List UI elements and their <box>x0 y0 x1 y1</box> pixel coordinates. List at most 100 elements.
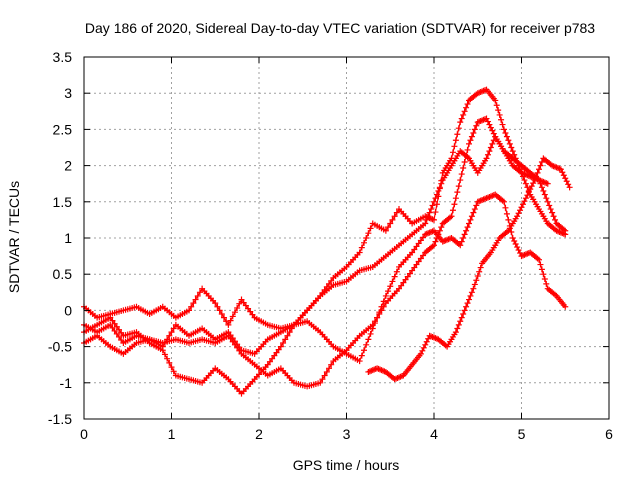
interpolated-marker <box>361 347 367 354</box>
interpolated-marker <box>420 234 427 241</box>
interpolated-marker <box>404 273 411 280</box>
interpolated-marker <box>538 184 545 191</box>
data-point-marker <box>431 198 437 205</box>
interpolated-marker <box>282 336 289 343</box>
interpolated-marker <box>245 305 252 312</box>
interpolated-marker <box>502 204 509 211</box>
interpolated-marker <box>419 347 426 354</box>
interpolated-marker <box>420 344 427 351</box>
interpolated-marker <box>458 238 465 245</box>
interpolated-marker <box>451 143 458 150</box>
interpolated-marker <box>432 195 439 202</box>
data-point-marker <box>396 285 402 292</box>
interpolated-marker <box>534 169 541 176</box>
data-series-track-5 <box>365 155 573 383</box>
interpolated-marker <box>234 304 241 311</box>
interpolated-marker <box>231 309 238 316</box>
interpolated-marker <box>473 202 480 209</box>
interpolated-marker <box>503 210 510 217</box>
interpolated-marker <box>467 137 474 144</box>
interpolated-marker <box>109 324 116 331</box>
interpolated-marker <box>503 133 510 140</box>
interpolated-marker <box>562 175 569 182</box>
interpolated-marker <box>467 216 474 223</box>
interpolated-marker <box>389 278 396 285</box>
data-point-marker <box>509 148 516 155</box>
interpolated-marker <box>518 204 525 211</box>
interpolated-marker <box>415 240 422 247</box>
data-point-marker <box>501 126 507 133</box>
data-point-marker <box>448 213 455 220</box>
data-point-marker <box>107 314 114 321</box>
interpolated-marker <box>540 187 547 194</box>
interpolated-marker <box>455 321 462 328</box>
interpolated-marker <box>451 201 458 208</box>
interpolated-marker <box>367 330 374 337</box>
interpolated-marker <box>378 307 385 314</box>
interpolated-marker <box>387 220 394 227</box>
interpolated-marker <box>288 325 295 332</box>
interpolated-marker <box>190 300 197 307</box>
interpolated-marker <box>473 277 480 284</box>
data-point-marker <box>557 166 564 173</box>
y-tick-label: 2 <box>64 158 72 174</box>
interpolated-marker <box>498 116 505 123</box>
interpolated-marker <box>530 180 537 187</box>
interpolated-marker <box>484 118 491 125</box>
data-point-marker <box>483 115 490 122</box>
interpolated-marker <box>402 276 409 283</box>
interpolated-marker <box>467 292 474 299</box>
interpolated-marker <box>460 311 467 318</box>
interpolated-marker <box>393 209 400 216</box>
data-point-marker <box>452 329 459 336</box>
interpolated-marker <box>460 235 467 241</box>
data-point-marker <box>492 97 499 104</box>
data-point-marker <box>317 379 324 386</box>
series-line <box>83 136 548 355</box>
interpolated-marker <box>468 133 475 140</box>
interpolated-marker <box>463 227 470 234</box>
interpolated-marker <box>458 171 465 178</box>
y-tick-label: 0 <box>64 302 72 318</box>
interpolated-marker <box>113 330 120 337</box>
y-tick-label: 2.5 <box>53 121 73 137</box>
interpolated-marker <box>486 121 493 128</box>
interpolated-marker <box>499 121 506 128</box>
interpolated-marker <box>227 335 234 342</box>
interpolated-marker <box>517 207 524 214</box>
data-point-marker <box>225 321 232 328</box>
data-point-marker <box>409 267 416 274</box>
y-axis-label: SDTVAR / TECUs <box>6 181 22 293</box>
interpolated-marker <box>527 186 534 193</box>
x-axis-label: GPS time / hours <box>293 457 400 473</box>
interpolated-marker <box>552 216 559 223</box>
interpolated-marker <box>432 209 439 216</box>
interpolated-marker <box>512 241 519 248</box>
interpolated-marker <box>321 372 328 379</box>
interpolated-marker <box>460 165 467 172</box>
interpolated-marker <box>550 213 557 220</box>
interpolated-marker <box>464 101 471 108</box>
interpolated-marker <box>411 264 418 271</box>
interpolated-marker <box>460 111 467 118</box>
interpolated-marker <box>218 311 225 318</box>
data-point-marker <box>238 296 245 303</box>
interpolated-marker <box>113 323 120 330</box>
interpolated-marker <box>196 289 203 296</box>
interpolated-marker <box>166 332 173 339</box>
interpolated-marker <box>471 126 478 133</box>
interpolated-marker <box>266 358 273 365</box>
interpolated-marker <box>455 183 462 190</box>
interpolated-marker <box>487 144 494 151</box>
data-point-marker <box>566 184 573 191</box>
interpolated-marker <box>436 184 443 191</box>
interpolated-marker <box>505 137 512 144</box>
interpolated-marker <box>358 352 365 359</box>
interpolated-marker <box>391 213 398 220</box>
x-tick-label: 3 <box>343 426 351 442</box>
data-point-marker <box>212 300 219 307</box>
interpolated-marker <box>489 127 496 134</box>
interpolated-marker <box>361 239 367 246</box>
x-tick-label: 0 <box>80 426 88 442</box>
